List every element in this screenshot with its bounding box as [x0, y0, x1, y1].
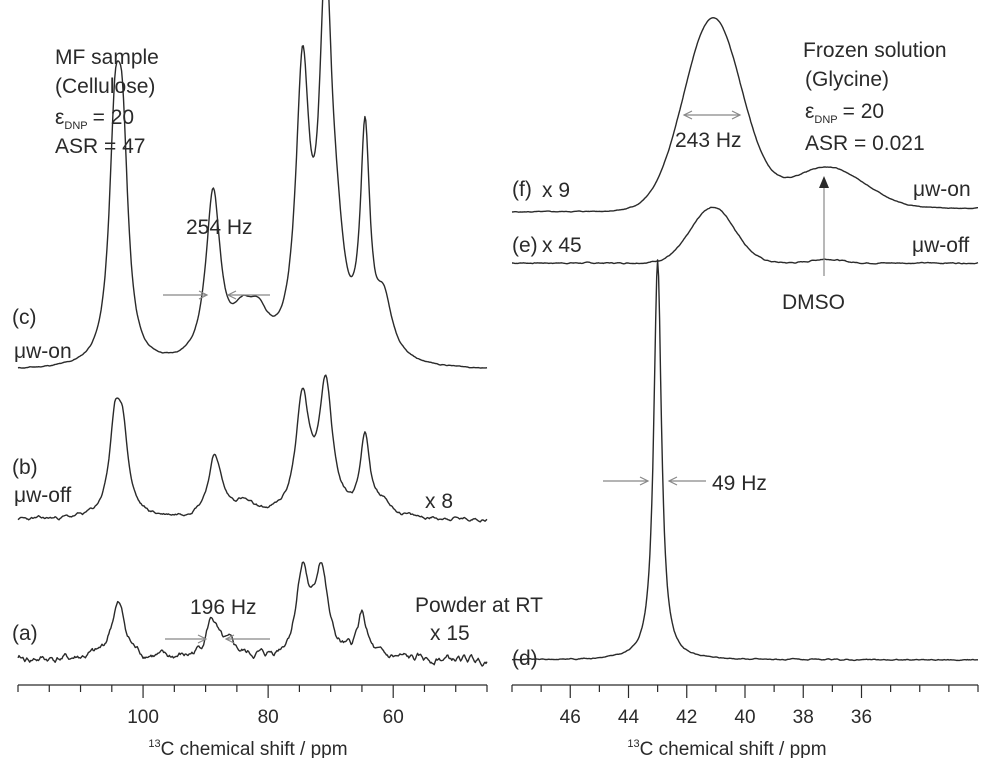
spectrum-a-label: (a)	[12, 622, 38, 645]
left-eps-subscript: DNP	[64, 120, 87, 132]
right-x-axis-label: 13C chemical shift / ppm	[627, 738, 826, 758]
right-compound-label: (Glycine)	[805, 68, 889, 91]
spectrum-e-condition: μw-off	[912, 234, 969, 257]
spectrum-d-width-arrows	[603, 476, 706, 486]
right-asr-label: ASR = 0.021	[805, 132, 925, 155]
left-x-axis-label-sup: 13	[148, 738, 160, 750]
spectrum-a-scale: x 15	[430, 622, 470, 645]
spectrum-b-scale: x 8	[425, 490, 453, 513]
right-sample-label: Frozen solution	[803, 39, 947, 62]
left-asr-label: ASR = 47	[55, 135, 145, 158]
right-eps-subscript: DNP	[814, 114, 837, 126]
spectrum-b-label: (b)	[12, 456, 38, 479]
left-panel: MF sample (Cellulose) εDNP = 20 ASR = 47 …	[12, 0, 543, 758]
tick-label: 100	[127, 707, 159, 728]
right-x-axis-label-sup: 13	[627, 738, 639, 750]
spectrum-a-width-label: 196 Hz	[190, 596, 257, 619]
spectrum-c-width-label: 254 Hz	[186, 216, 253, 239]
right-enhancement-label: εDNP = 20	[805, 100, 884, 126]
spectrum-d-line	[511, 259, 978, 662]
spectrum-f-width-label: 243 Hz	[675, 129, 742, 152]
tick-label: 36	[851, 707, 872, 728]
right-x-axis-label-text: C chemical shift / ppm	[640, 739, 827, 758]
right-eps-value: = 20	[843, 100, 884, 123]
spectrum-c-condition: μw-on	[14, 340, 72, 363]
spectrum-d-label: (d)	[512, 647, 538, 670]
spectrum-b-line	[17, 374, 488, 523]
tick-label: 40	[734, 707, 755, 728]
tick-label: 60	[383, 707, 404, 728]
right-panel: Frozen solution (Glycine) εDNP = 20 ASR =…	[511, 17, 979, 758]
spectrum-c-label: (c)	[12, 306, 37, 329]
left-eps-symbol: ε	[55, 106, 64, 129]
left-sample-label: MF sample	[55, 46, 159, 69]
spectrum-c-line	[17, 0, 488, 369]
spectrum-f-width-arrow	[682, 110, 742, 120]
spectrum-f-line	[511, 17, 978, 213]
right-x-axis: 46 44 42 40 38 36	[511, 684, 979, 728]
spectrum-e-label: (e)	[512, 234, 538, 257]
tick-label: 80	[258, 707, 279, 728]
tick-label: 38	[793, 707, 814, 728]
spectrum-f-scale: x 9	[542, 179, 570, 202]
spectrum-a-line	[17, 561, 488, 667]
dmso-arrow	[819, 176, 829, 276]
spectrum-a-width-arrows	[165, 634, 270, 644]
spectrum-e-scale: x 45	[542, 234, 582, 257]
tick-label: 42	[676, 707, 697, 728]
spectrum-a-sample-label: Powder at RT	[415, 594, 543, 617]
left-compound-label: (Cellulose)	[55, 75, 155, 98]
spectrum-f-condition: μw-on	[913, 178, 971, 201]
left-x-axis: 100 80 60	[17, 684, 488, 728]
left-enhancement-label: εDNP = 20	[55, 106, 134, 132]
left-x-axis-label: 13C chemical shift / ppm	[148, 738, 347, 758]
left-x-axis-label-text: C chemical shift / ppm	[161, 739, 348, 758]
right-eps-symbol: ε	[805, 100, 814, 123]
spectrum-c-width-arrows	[163, 290, 270, 300]
spectrum-d-width-label: 49 Hz	[712, 472, 767, 495]
dmso-label: DMSO	[782, 291, 845, 314]
tick-label: 44	[618, 707, 640, 728]
spectrum-b-condition: μw-off	[14, 484, 71, 507]
spectrum-f-label: (f)	[512, 178, 532, 201]
tick-label: 46	[560, 707, 581, 728]
spectrum-e-line	[512, 206, 979, 265]
